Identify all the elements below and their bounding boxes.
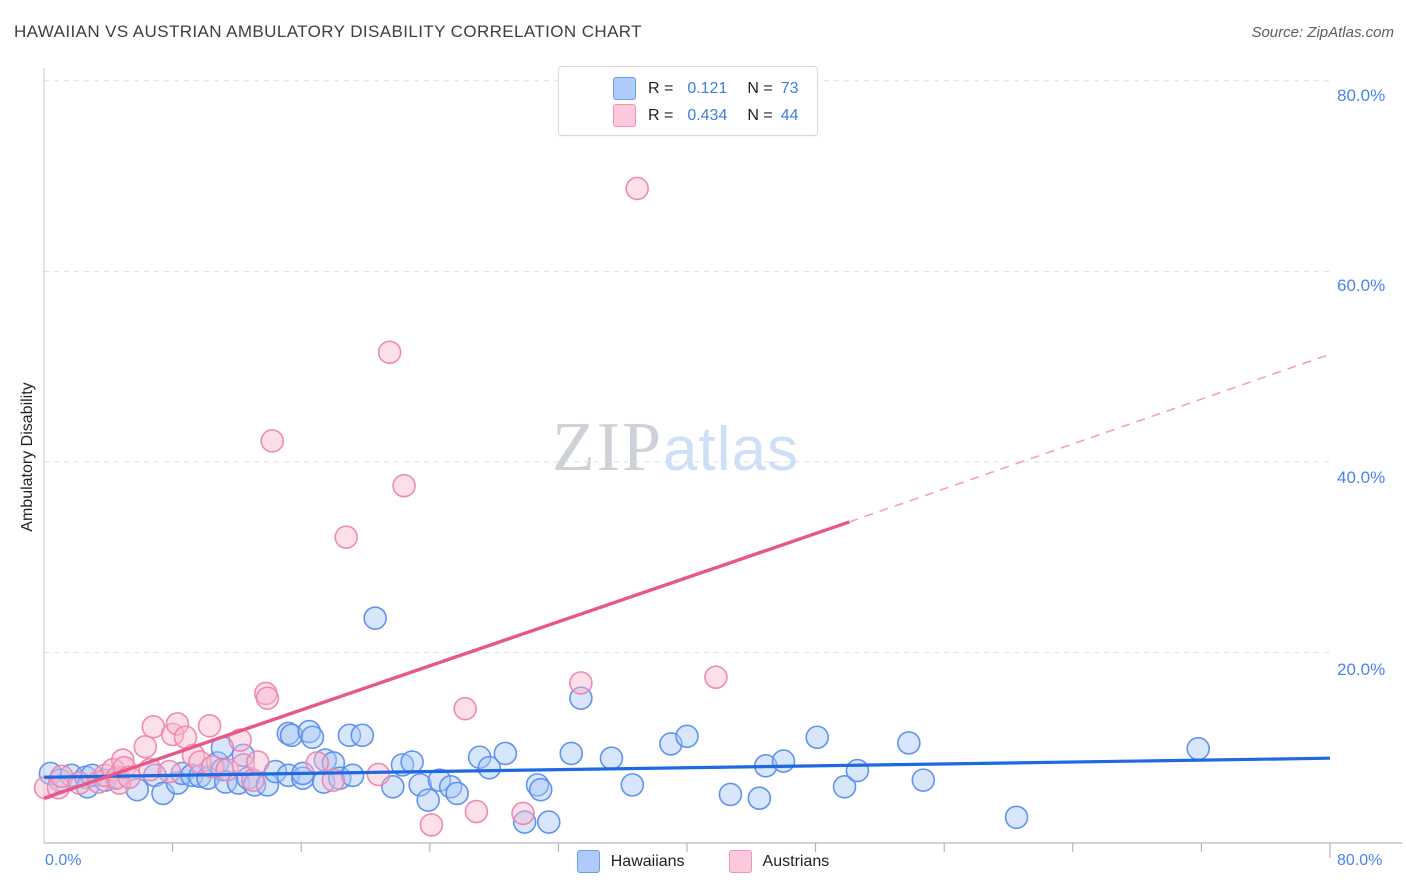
austrians-point [419, 813, 444, 837]
hawaiians-point [718, 782, 743, 807]
watermark-atlas: atlas [663, 415, 799, 484]
austrians-point [377, 340, 402, 365]
y-tick-60: 60.0% [1337, 276, 1386, 295]
austrians-point [392, 473, 416, 498]
hawaiians-point [675, 724, 699, 749]
stats-row-austrians: R = 0.434 N = 44 [559, 102, 817, 129]
x-tick-max: 80.0% [1337, 852, 1383, 869]
legend-item-hawaiians: Hawaiians [576, 850, 685, 873]
hawaiians-point [427, 768, 452, 792]
y-tick-80: 80.0% [1337, 86, 1386, 105]
hawaiians-point [771, 749, 796, 773]
hawaiians-point [599, 746, 624, 771]
y-tick-40: 40.0% [1337, 468, 1386, 487]
austrians-trendline [43, 520, 850, 800]
hawaiians-point [559, 741, 584, 766]
austrians-point [245, 750, 270, 774]
hawaiians-point [845, 758, 870, 783]
watermark-zip: ZIP [552, 409, 663, 486]
hawaiians-point [400, 750, 424, 774]
hawaiians-point [477, 755, 502, 780]
hawaiians-point [279, 723, 304, 748]
austrians-point [157, 759, 182, 784]
hawaiians-point [747, 786, 772, 811]
austrians-point [453, 696, 477, 721]
austrians-point [165, 712, 190, 736]
legend-label-austrians: Austrians [762, 852, 830, 870]
r-label: R = [648, 79, 674, 97]
austrians-point [188, 750, 212, 774]
stats-row-hawaiians: R = 0.121 N = 73 [559, 75, 817, 102]
austrians-point [200, 754, 225, 779]
legend-item-austrians: Austrians [728, 850, 830, 873]
source-attribution: Source: ZipAtlas.com [1251, 24, 1394, 41]
hawaiians-points [38, 606, 1210, 834]
austrians-swatch-icon [728, 850, 752, 873]
austrians-point [305, 751, 330, 775]
hawaiians-point [337, 723, 362, 748]
n-value-hawaiians: 73 [780, 79, 799, 97]
hawaiians-point [1004, 805, 1029, 830]
hawaiians-point [832, 774, 857, 799]
austrians-point [334, 525, 359, 549]
n-value-austrians: 44 [780, 106, 799, 124]
austrians-point [704, 665, 728, 690]
r-value-hawaiians: 0.121 [687, 79, 728, 97]
austrians-point [569, 671, 593, 695]
y-tick-20: 20.0% [1337, 660, 1386, 679]
r-value-austrians: 0.434 [687, 106, 728, 124]
austrians-point [133, 734, 158, 759]
hawaiians-point [528, 777, 553, 802]
austrians-swatch-icon [613, 104, 636, 127]
hawaiians-point [213, 770, 238, 794]
hawaiians-point [300, 725, 325, 750]
austrians-points [33, 176, 728, 837]
austrians-point [255, 686, 280, 710]
hawaiians-point [340, 763, 365, 788]
hawaiians-point [445, 781, 469, 806]
legend-label-hawaiians: Hawaiians [610, 852, 685, 870]
hawaiians-point [911, 768, 936, 792]
n-label: N = [747, 79, 773, 97]
n-label: N = [747, 106, 773, 124]
austrians-point [464, 799, 489, 824]
hawaiians-swatch-icon [613, 77, 636, 100]
hawaiians-point [897, 731, 921, 755]
austrians-point [366, 762, 391, 787]
series-legend: Hawaiians Austrians [0, 850, 1406, 873]
hawaiians-swatch-icon [576, 850, 600, 873]
hawaiians-point [805, 725, 830, 750]
austrians-point [625, 176, 649, 201]
x-tick-min: 0.0% [45, 852, 82, 869]
austrians-trendline-extension [849, 353, 1331, 523]
hawaiians-point [408, 773, 432, 797]
hawaiians-point [620, 773, 645, 797]
hawaiians-point [231, 743, 256, 768]
austrians-point [260, 429, 285, 453]
page-title: HAWAIIAN VS AUSTRIAN AMBULATORY DISABILI… [14, 22, 642, 41]
hawaiians-trendline [43, 756, 1331, 779]
hawaiians-point [125, 777, 150, 802]
correlation-stats-box: R = 0.121 N = 73 R = 0.434 N = 44 [558, 66, 818, 136]
zipatlas-watermark: ZIPatlas [552, 408, 799, 488]
hawaiians-point [363, 606, 387, 630]
hawaiians-point [1186, 736, 1210, 761]
hawaiians-point [350, 723, 375, 748]
hawaiians-point [438, 774, 463, 799]
hawaiians-point [512, 810, 537, 834]
hawaiians-point [416, 788, 440, 812]
austrians-point [511, 801, 535, 826]
r-label: R = [648, 106, 674, 124]
hawaiians-point [493, 741, 518, 766]
austrians-point [197, 714, 222, 738]
hawaiians-point [536, 810, 561, 834]
